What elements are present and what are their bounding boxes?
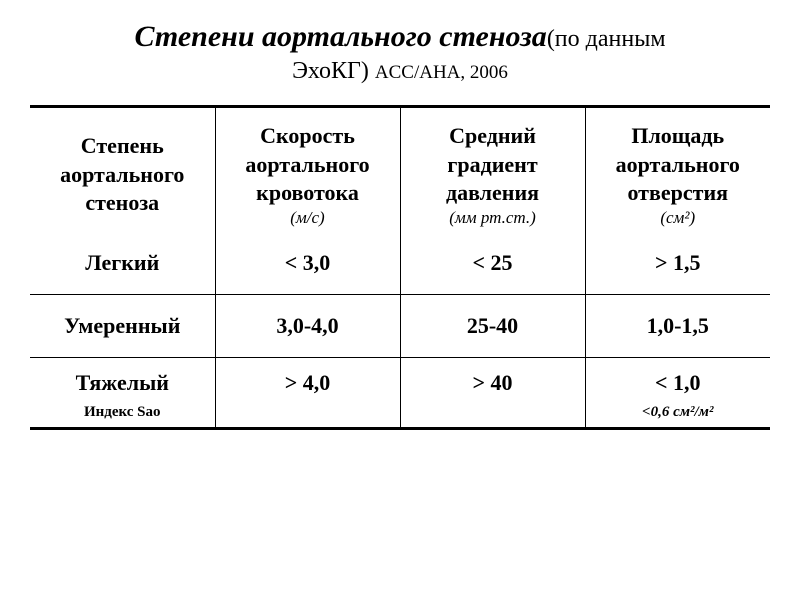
cell-value: < 1,0 (655, 370, 701, 395)
cell-value: < 3,0 (285, 250, 331, 275)
cell-value: 25-40 (467, 313, 518, 338)
col-label: Площадь аортального отверстия (594, 122, 763, 208)
row-sublabel: Индекс Sао (38, 404, 207, 421)
col-label: Степень аортального стеноза (38, 132, 207, 218)
col-header-gradient: Средний градиент давления (мм рт.ст.) (400, 107, 585, 232)
row-label: Умеренный (64, 313, 180, 338)
title-sub3: ACC/AHA, 2006 (375, 62, 508, 83)
cell-value: 1,0-1,5 (647, 313, 709, 338)
col-unit: (м/с) (224, 208, 392, 228)
title-sub1: (по данным (547, 26, 666, 52)
table-header-row: Степень аортального стеноза Скорость аор… (30, 107, 770, 232)
col-label: Средний градиент давления (409, 122, 577, 208)
col-label: Скорость аортального кровотока (224, 122, 392, 208)
row-label: Легкий (85, 250, 159, 275)
col-header-velocity: Скорость аортального кровотока (м/с) (215, 107, 400, 232)
table-row: Умеренный 3,0-4,0 25-40 1,0-1,5 (30, 294, 770, 357)
title-sub2: ЭхоКГ) (292, 58, 375, 84)
col-header-degree: Степень аортального стеноза (30, 107, 215, 232)
stenosis-table: Степень аортального стеноза Скорость аор… (30, 105, 770, 430)
col-header-area: Площадь аортального отверстия (см²) (585, 107, 770, 232)
cell-value: > 1,5 (655, 250, 701, 275)
title-main: Степени аортального стеноза (134, 20, 546, 53)
cell-value: < 25 (472, 250, 512, 275)
table-row: Легкий < 3,0 < 25 > 1,5 (30, 232, 770, 295)
cell-value: 3,0-4,0 (276, 313, 338, 338)
cell-value: > 4,0 (285, 370, 331, 395)
table-row: Тяжелый Индекс Sао > 4,0 > 40 < 1,0 <0,6… (30, 357, 770, 428)
col-unit: (мм рт.ст.) (409, 208, 577, 228)
col-unit: (см²) (594, 208, 763, 228)
page-title: Степени аортального стеноза(по данным Эх… (30, 20, 770, 85)
cell-subvalue: <0,6 см²/м² (594, 404, 763, 421)
cell-value: > 40 (472, 370, 512, 395)
row-label: Тяжелый (76, 370, 169, 395)
